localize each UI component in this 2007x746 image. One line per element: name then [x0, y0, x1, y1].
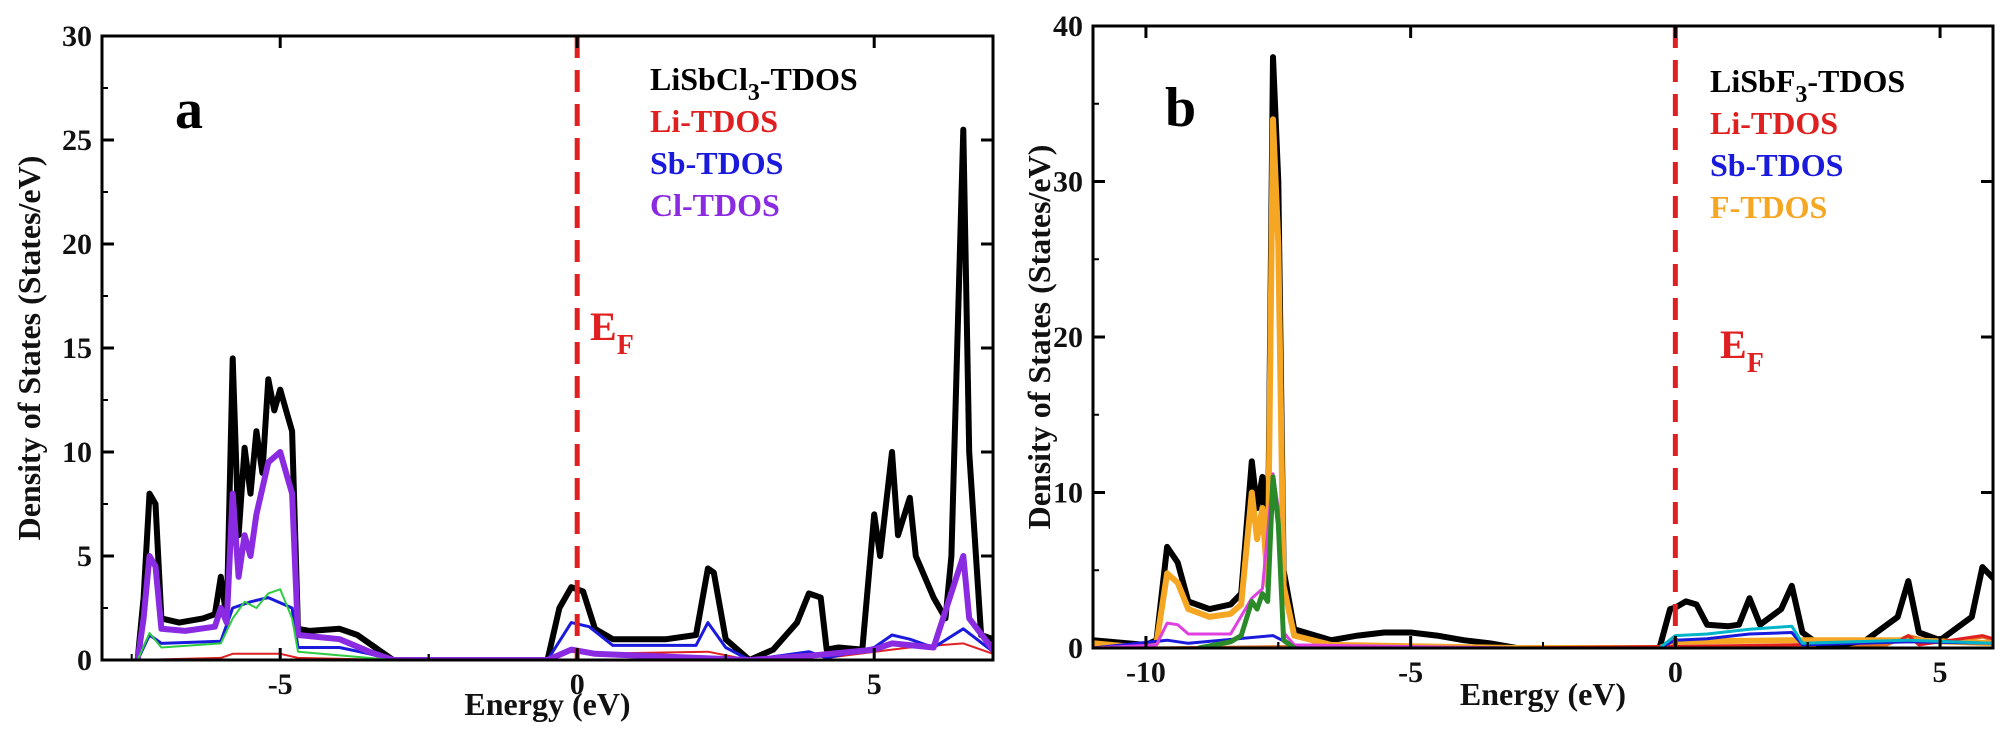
x-tick-label: -5	[1398, 656, 1423, 689]
series-line-green	[1196, 474, 1297, 648]
series-line-cyan	[1093, 624, 1993, 648]
legend-base: LiSbF	[1710, 63, 1795, 99]
legend-base: LiSbCl	[650, 61, 748, 97]
panel-letter: b	[1165, 77, 1196, 139]
legend-entry: Li-TDOS	[1710, 105, 1838, 141]
x-tick-label: 0	[570, 668, 585, 701]
x-tick-label: 5	[867, 668, 882, 701]
legend-entry: Sb-TDOS	[650, 145, 783, 181]
series-group	[134, 126, 993, 660]
y-tick-label: 0	[1068, 632, 1083, 665]
legend-entry: LiSbF3-TDOS	[1710, 63, 1905, 108]
legend-sub: 3	[1795, 82, 1807, 108]
panel-letter: a	[175, 79, 203, 141]
fermi-label-main: E	[590, 304, 617, 349]
legend-entry: Li-TDOS	[650, 103, 778, 139]
series-line-lisbcl3-tdos	[134, 126, 993, 660]
y-tick-label: 10	[62, 436, 92, 469]
legend-base: Sb-TDOS	[1710, 147, 1843, 183]
y-axis-label: Density of States (States/eV)	[1021, 145, 1057, 530]
fermi-label-sub: F	[617, 330, 634, 361]
y-tick-label: 10	[1053, 477, 1083, 510]
y-tick-label: 0	[77, 644, 92, 677]
plot-frame	[1091, 24, 1995, 650]
legend-entry: Sb-TDOS	[1710, 147, 1843, 183]
y-axis-label: Density of States (States/eV)	[11, 156, 47, 541]
y-tick-label: 20	[62, 228, 92, 261]
series-line-lisbf3-tdos	[1093, 54, 1993, 648]
legend-base: F-TDOS	[1710, 189, 1827, 225]
legend-suffix: -TDOS	[1807, 63, 1905, 99]
fermi-label-main: E	[1720, 322, 1747, 367]
x-tick-label: -5	[268, 668, 293, 701]
series-line-cl-tdos	[134, 449, 993, 660]
fermi-label-sub: F	[1747, 348, 1764, 379]
series-line-f-tdos	[1093, 116, 1993, 648]
y-tick-label: 40	[1053, 10, 1083, 43]
legend-base: Sb-TDOS	[650, 145, 783, 181]
series-line-li-p	[136, 588, 395, 660]
panel-b: 0 10 20 30 40 -10 -5 0 5 Energy (eV) Density of St…	[1021, 10, 1995, 712]
fermi-label: EF	[1720, 322, 1764, 379]
legend-suffix: -TDOS	[760, 61, 858, 97]
x-axis-label: Energy (eV)	[464, 686, 630, 722]
x-tick-label: 0	[1668, 656, 1683, 689]
legend-base: Cl-TDOS	[650, 187, 780, 223]
series-group	[1093, 54, 1993, 648]
y-tick-label: 20	[1053, 321, 1083, 354]
x-tick-label: -10	[1126, 656, 1166, 689]
legend-entry: F-TDOS	[1710, 189, 1827, 225]
y-tick-label: 25	[62, 124, 92, 157]
legend-entry: Cl-TDOS	[650, 187, 780, 223]
legend-base: Li-TDOS	[650, 103, 778, 139]
y-tick-label: 15	[62, 332, 92, 365]
fermi-label: EF	[590, 304, 634, 361]
y-tick-label: 5	[77, 540, 92, 573]
x-tick-label: 5	[1933, 656, 1948, 689]
y-tick-label: 30	[1053, 166, 1083, 199]
panel-a: 0 5 10 15 20 25 30 -5 0 5 Energy (eV) Density of St…	[11, 20, 995, 722]
legend-sub: 3	[748, 80, 760, 106]
x-axis-label: Energy (eV)	[1460, 676, 1626, 712]
legend-entry: LiSbCl3-TDOS	[650, 61, 858, 106]
legend-base: Li-TDOS	[1710, 105, 1838, 141]
y-tick-label: 30	[62, 20, 92, 53]
